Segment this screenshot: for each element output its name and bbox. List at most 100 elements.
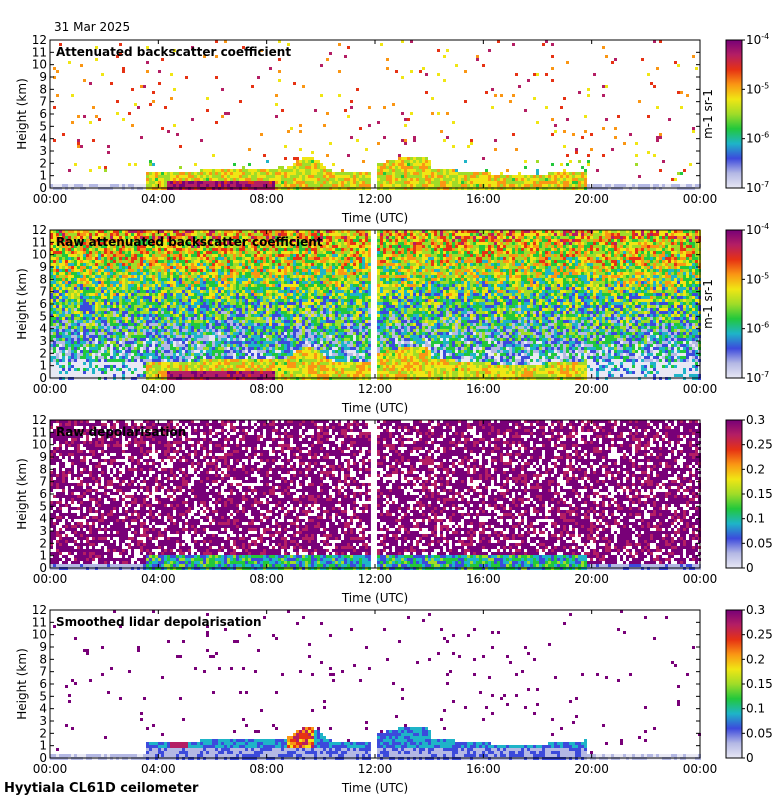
- colorbar-tick-label: 0.05: [746, 726, 773, 740]
- y-tick-label: 9: [39, 70, 47, 84]
- y-tick-label: 8: [39, 82, 47, 96]
- x-tick-label: 20:00: [574, 762, 609, 776]
- y-tick-label: 1: [39, 169, 47, 183]
- missing-data-gap: [370, 420, 375, 568]
- x-tick-label: 12:00: [358, 382, 393, 396]
- panel-title: Smoothed lidar depolarisation: [56, 615, 262, 629]
- panel-title: Raw depolarisation: [56, 425, 186, 439]
- y-tick-label: 9: [39, 640, 47, 654]
- y-tick-label: 10: [32, 628, 47, 642]
- x-axis-label: Time (UTC): [341, 781, 408, 795]
- y-tick-label: 12: [32, 33, 47, 47]
- panel-title: Attenuated backscatter coefficient: [56, 45, 291, 59]
- x-tick-label: 20:00: [574, 382, 609, 396]
- y-tick-label: 9: [39, 260, 47, 274]
- y-axis-label: Height (km): [15, 648, 29, 719]
- x-tick-label: 08:00: [249, 382, 284, 396]
- colorbar-tick-label: 0: [746, 561, 754, 575]
- y-tick-label: 0: [39, 371, 47, 385]
- colorbar-tick-label: 0.15: [746, 677, 773, 691]
- colorbar: [725, 609, 743, 759]
- x-tick-label: 00:00: [683, 382, 718, 396]
- x-tick-label: 20:00: [574, 572, 609, 586]
- colorbar-tick-label: 0.2: [746, 462, 765, 476]
- colorbar-tick-label: 0.25: [746, 628, 773, 642]
- y-tick-label: 6: [39, 487, 47, 501]
- y-tick-label: 5: [39, 499, 47, 513]
- colorbar-tick-label: 10-7: [746, 370, 769, 385]
- y-tick-label: 0: [39, 751, 47, 765]
- x-axis-label: Time (UTC): [341, 211, 408, 225]
- y-tick-label: 11: [32, 235, 47, 249]
- x-tick-label: 00:00: [33, 762, 68, 776]
- y-tick-label: 10: [32, 58, 47, 72]
- colorbar: [725, 419, 743, 569]
- y-tick-label: 11: [32, 615, 47, 629]
- y-tick-label: 8: [39, 652, 47, 666]
- x-tick-label: 04:00: [141, 192, 176, 206]
- colorbar-tick-label: 10-4: [746, 32, 769, 47]
- x-tick-label: 00:00: [33, 382, 68, 396]
- y-tick-label: 12: [32, 603, 47, 617]
- colorbar-tick-label: 10-7: [746, 180, 769, 195]
- x-tick-label: 16:00: [466, 192, 501, 206]
- y-tick-label: 5: [39, 309, 47, 323]
- x-tick-label: 16:00: [466, 572, 501, 586]
- y-tick-label: 0: [39, 181, 47, 195]
- y-tick-label: 3: [39, 524, 47, 538]
- y-tick-label: 3: [39, 334, 47, 348]
- x-tick-label: 00:00: [683, 572, 718, 586]
- colorbar-tick-label: 0.3: [746, 603, 765, 617]
- colorbar-tick-label: 10-5: [746, 81, 769, 96]
- y-tick-label: 7: [39, 285, 47, 299]
- colorbar-tick-label: 0: [746, 751, 754, 765]
- heatmap-cells: [50, 230, 701, 380]
- y-axis-label: Height (km): [15, 268, 29, 339]
- y-tick-label: 8: [39, 462, 47, 476]
- y-tick-label: 11: [32, 425, 47, 439]
- date-label: 31 Mar 2025: [54, 20, 130, 34]
- y-tick-label: 4: [39, 132, 47, 146]
- x-tick-label: 08:00: [249, 572, 284, 586]
- y-tick-label: 1: [39, 549, 47, 563]
- y-tick-label: 9: [39, 450, 47, 464]
- colorbar-tick-label: 10-5: [746, 271, 769, 286]
- y-tick-label: 10: [32, 248, 47, 262]
- x-tick-label: 20:00: [574, 192, 609, 206]
- y-tick-label: 6: [39, 677, 47, 691]
- colorbar: [725, 229, 743, 379]
- y-tick-label: 4: [39, 322, 47, 336]
- colorbar-tick-label: 0.3: [746, 413, 765, 427]
- y-tick-label: 4: [39, 512, 47, 526]
- y-axis-label: Height (km): [15, 78, 29, 149]
- y-tick-label: 2: [39, 156, 47, 170]
- y-tick-label: 3: [39, 714, 47, 728]
- colorbar-tick-label: 0.05: [746, 536, 773, 550]
- y-axis-label: Height (km): [15, 458, 29, 529]
- colorbar-units-label: m-1 sr-1: [701, 89, 715, 139]
- x-tick-label: 00:00: [33, 192, 68, 206]
- x-tick-label: 12:00: [358, 572, 393, 586]
- y-tick-label: 0: [39, 561, 47, 575]
- y-tick-label: 5: [39, 689, 47, 703]
- missing-data-gap: [370, 40, 375, 188]
- y-tick-label: 2: [39, 726, 47, 740]
- y-tick-label: 10: [32, 438, 47, 452]
- missing-data-gap: [370, 230, 375, 378]
- colorbar-tick-label: 0.1: [746, 702, 765, 716]
- x-tick-label: 00:00: [33, 572, 68, 586]
- y-tick-label: 7: [39, 95, 47, 109]
- missing-data-gap: [370, 610, 375, 758]
- x-tick-label: 12:00: [358, 192, 393, 206]
- x-axis-label: Time (UTC): [341, 401, 408, 415]
- y-tick-label: 3: [39, 144, 47, 158]
- y-tick-label: 12: [32, 223, 47, 237]
- colorbar-tick-label: 10-6: [746, 321, 769, 336]
- y-tick-label: 2: [39, 536, 47, 550]
- x-axis-label: Time (UTC): [341, 591, 408, 605]
